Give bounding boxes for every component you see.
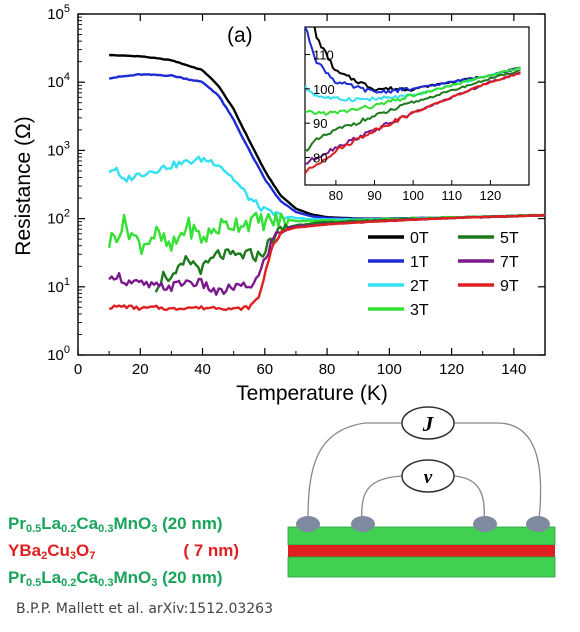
x-tick-label: 60 — [256, 361, 273, 378]
middle-layer — [288, 545, 555, 557]
contact-pad — [351, 516, 375, 532]
inset-series-group — [305, 27, 521, 175]
inset-x-tick-label: 80 — [329, 188, 343, 203]
bottom-layer — [287, 556, 556, 578]
inset-frame — [304, 26, 530, 186]
contact-pad — [473, 516, 497, 532]
device-diagram: J v — [287, 406, 556, 578]
x-axis-label: Temperature (K) — [236, 382, 388, 405]
voltage-meter — [401, 459, 455, 493]
x-tick-label: 100 — [377, 361, 402, 378]
y-axis-label: Resistance (Ω) — [12, 116, 35, 255]
top-layer — [287, 526, 556, 546]
legend: 0T 1T 2T 3T 5T 7T 9T — [368, 230, 519, 319]
inset-x-tick-label: 120 — [480, 188, 502, 203]
y-tick-label: 105 — [47, 3, 70, 23]
inset-y-tick-label: 80 — [313, 151, 327, 166]
y-tick-label: 104 — [47, 71, 70, 91]
y-tick-label: 100 — [47, 344, 70, 364]
panel-label: (a) — [227, 24, 253, 47]
inset-x-tick-label: 100 — [402, 188, 424, 203]
current-meter — [401, 406, 455, 440]
legend-label-2T: 2T — [410, 278, 429, 295]
legend-label-5T: 5T — [500, 230, 519, 247]
series-line-9T — [109, 213, 546, 312]
x-tick-label: 80 — [319, 361, 336, 378]
x-tick-label: 40 — [194, 361, 211, 378]
legend-label-0T: 0T — [410, 230, 429, 247]
inset-series-line-5T — [305, 69, 521, 152]
inset-y-tick-label: 110 — [313, 47, 334, 62]
voltage-lead-right — [453, 475, 485, 521]
legend-label-9T: 9T — [500, 278, 519, 295]
inset-y-tick-label: 100 — [313, 82, 335, 97]
legend-label-1T: 1T — [410, 254, 429, 271]
current-meter-label: J — [422, 412, 435, 436]
voltage-lead-left — [361, 475, 403, 521]
layer-label-top: Pr0.5La0.2Ca0.3MnO3 (20 nm) — [8, 514, 223, 535]
layer-stack-labels: Pr0.5La0.2Ca0.3MnO3 (20 nm) YBa2Cu3O7( 7… — [8, 513, 239, 594]
inset-x-tick-label: 90 — [367, 188, 381, 203]
inset-x-tick-label: 110 — [441, 188, 462, 203]
current-lead-right — [454, 422, 542, 521]
main-plot-frame — [77, 13, 546, 356]
x-tick-label: 0 — [74, 361, 82, 378]
x-tick-label: 20 — [132, 361, 149, 378]
contact-pad — [296, 516, 320, 532]
voltage-meter-label: v — [424, 467, 433, 488]
layer-label-middle: YBa2Cu3O7( 7 nm) — [8, 541, 240, 562]
legend-label-3T: 3T — [410, 302, 429, 319]
y-tick-label: 103 — [47, 139, 70, 159]
layer-label-bottom: Pr0.5La0.2Ca0.3MnO3 (20 nm) — [8, 568, 223, 589]
x-tick-label: 120 — [439, 361, 464, 378]
inset-y-tick-label: 90 — [313, 116, 327, 131]
legend-label-7T: 7T — [500, 254, 519, 271]
contact-pad — [526, 516, 550, 532]
current-lead-left — [307, 422, 402, 521]
inset-series-line-9T — [305, 72, 521, 175]
series-line-7T — [108, 213, 546, 296]
inset-series-line-3T — [305, 66, 521, 116]
citation-credit: B.P.P. Mallett et al. arXiv:1512.03263 — [16, 601, 273, 617]
series-line-5T — [154, 213, 545, 293]
y-tick-label: 102 — [47, 208, 70, 228]
x-tick-label: 140 — [501, 361, 526, 378]
y-tick-label: 101 — [47, 276, 70, 296]
